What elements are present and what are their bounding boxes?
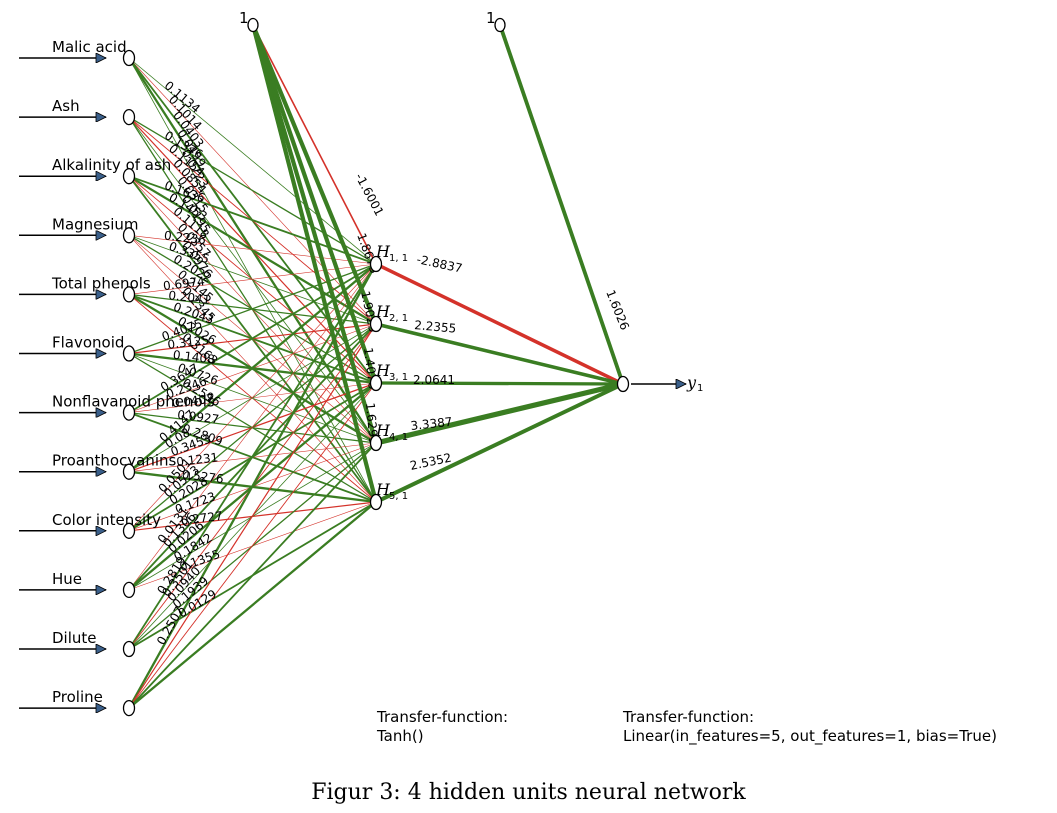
input-node-2	[122, 168, 136, 185]
weight-label-input-3-hidden-0: 0.2236	[163, 228, 206, 247]
weight-label-bias-hidden-4: 1.6299	[363, 402, 381, 445]
input-node-8	[122, 522, 136, 539]
edge-bias-output	[498, 24, 625, 385]
input-label-0: Malic acid	[52, 38, 127, 56]
weight-label-hidden-3-output: 3.3387	[410, 415, 453, 433]
weight-label-input-6-hidden-3: 0.0927	[177, 408, 220, 427]
weight-label-bias-hidden-0: -1.6001	[352, 171, 386, 218]
nodes-layer: 1 1H 1, 1H 2, 1H 3, 1H 4, 1H 5, 1y 1	[122, 9, 703, 717]
hidden-label-sub-0: 1, 1	[389, 253, 408, 264]
output-transfer-title: Transfer-function:	[623, 708, 755, 726]
input-node-5	[122, 345, 136, 362]
edge-bias-hidden-2	[251, 24, 378, 384]
input-label-2: Alkalinity of ash	[52, 156, 171, 174]
input-node-1	[122, 108, 136, 126]
edge-input-0-hidden-0	[128, 57, 377, 265]
input-node-0	[122, 49, 136, 67]
edge-input-6-hidden-0	[128, 263, 377, 414]
weight-label-input-8-hidden-4: 0.2727	[180, 509, 223, 528]
hidden-label-sub-1: 2, 1	[389, 313, 408, 324]
hidden-node-0	[369, 255, 383, 273]
hidden-label-sub-2: 3, 1	[389, 372, 408, 383]
input-label-6: Nonflavanoid phenols	[52, 393, 215, 411]
edge-hidden-3-output	[375, 381, 624, 446]
hidden-node-2	[369, 374, 383, 392]
input-node-4	[122, 286, 136, 303]
edge-input-10-hidden-0	[128, 263, 377, 650]
weight-label-input-4-hidden-0: 0.6974	[162, 274, 205, 293]
hidden-transfer-title: Transfer-function:	[377, 708, 509, 726]
input-label-7: Proanthocyanins	[52, 452, 177, 470]
edge-input-5-hidden-0	[128, 263, 377, 355]
input-label-3: Magnesium	[52, 215, 139, 233]
weight-label-input-7-hidden-3: 0.1231	[176, 450, 219, 469]
output-node	[616, 375, 630, 393]
input-node-9	[122, 581, 136, 599]
output-label: y	[686, 373, 697, 392]
hidden-label-sub-4: 5, 1	[389, 491, 408, 502]
edge-hidden-1-output	[375, 322, 624, 386]
input-label-10: Dilute	[52, 629, 97, 647]
weight-label-input-6-hidden-2: 0.0407	[171, 391, 214, 410]
connection-lines	[127, 24, 625, 709]
output-label-sub: 1	[697, 383, 703, 394]
bias-label-2: 1	[486, 9, 496, 27]
input-label-9: Hue	[52, 570, 82, 588]
input-label-5: Flavonoid	[52, 334, 124, 352]
edge-hidden-0-output	[375, 262, 624, 386]
input-label-4: Total phenols	[51, 274, 151, 292]
hidden-label-0: H	[375, 242, 391, 261]
edge-input-11-hidden-2	[128, 382, 377, 709]
edge-input-1-hidden-0	[128, 116, 377, 265]
edge-bias-hidden-4	[250, 24, 379, 503]
bias-label-1: 1	[239, 9, 249, 27]
input-weight-labels: 0.11340.10140.04030.04590.07230.13760.11…	[154, 78, 632, 647]
input-node-6	[122, 404, 136, 421]
edge-input-2-hidden-0	[128, 175, 377, 265]
hidden-label-sub-3: 4, 1	[389, 432, 408, 443]
edge-bias-hidden-0	[252, 24, 377, 265]
weight-label-bias-output: 1.6026	[603, 288, 632, 332]
input-label-1: Ash	[52, 97, 80, 115]
output-transfer-value: Linear(in_features=5, out_features=1, bi…	[623, 727, 997, 745]
edge-bias-hidden-1	[251, 24, 378, 325]
input-label-11: Proline	[52, 688, 103, 706]
bias-node-2	[494, 17, 506, 33]
edge-hidden-2-output	[375, 381, 624, 386]
hidden-node-3	[369, 434, 383, 452]
hidden-transfer-function: Transfer-function: Tanh()	[377, 708, 508, 746]
edge-input-9-hidden-0	[128, 263, 377, 591]
output-transfer-function: Transfer-function: Linear(in_features=5,…	[623, 708, 997, 746]
weight-label-input-7-hidden-4: 0.5276	[181, 467, 224, 486]
figure-caption: Figur 3: 4 hidden units neural network	[311, 780, 746, 805]
input-node-11	[122, 699, 136, 717]
network-diagram: Malic acid Ash Alkalinity of ash Magnesium T…	[19, 9, 703, 717]
hidden-label-1: H	[375, 302, 391, 321]
input-node-7	[122, 463, 136, 480]
edge-input-11-hidden-1	[128, 323, 377, 709]
weight-label-input-5-hidden-2: 0.1408	[172, 348, 215, 367]
weight-label-hidden-2-output: 2.0641	[413, 373, 455, 387]
hidden-node-4	[369, 493, 383, 511]
weight-label-hidden-1-output: 2.2355	[414, 318, 457, 336]
weight-label-input-5-hidden-1: 0.3125	[167, 333, 210, 352]
weight-label-hidden-0-output: -2.8837	[415, 252, 463, 275]
input-node-3	[122, 227, 136, 244]
hidden-label-4: H	[375, 480, 391, 499]
bias-node-1	[247, 17, 259, 33]
hidden-node-1	[369, 315, 383, 333]
input-node-10	[122, 640, 136, 658]
edge-hidden-4-output	[375, 382, 624, 504]
hidden-label-2: H	[375, 361, 391, 380]
hidden-transfer-value: Tanh()	[377, 727, 424, 745]
input-label-8: Color intensity	[52, 511, 161, 529]
weight-label-input-4-hidden-1: 0.2041	[168, 288, 211, 307]
edge-input-11-hidden-3	[128, 442, 377, 709]
edge-input-11-hidden-4	[128, 501, 377, 709]
edge-bias-hidden-3	[250, 24, 379, 444]
hidden-label-3: H	[375, 421, 391, 440]
